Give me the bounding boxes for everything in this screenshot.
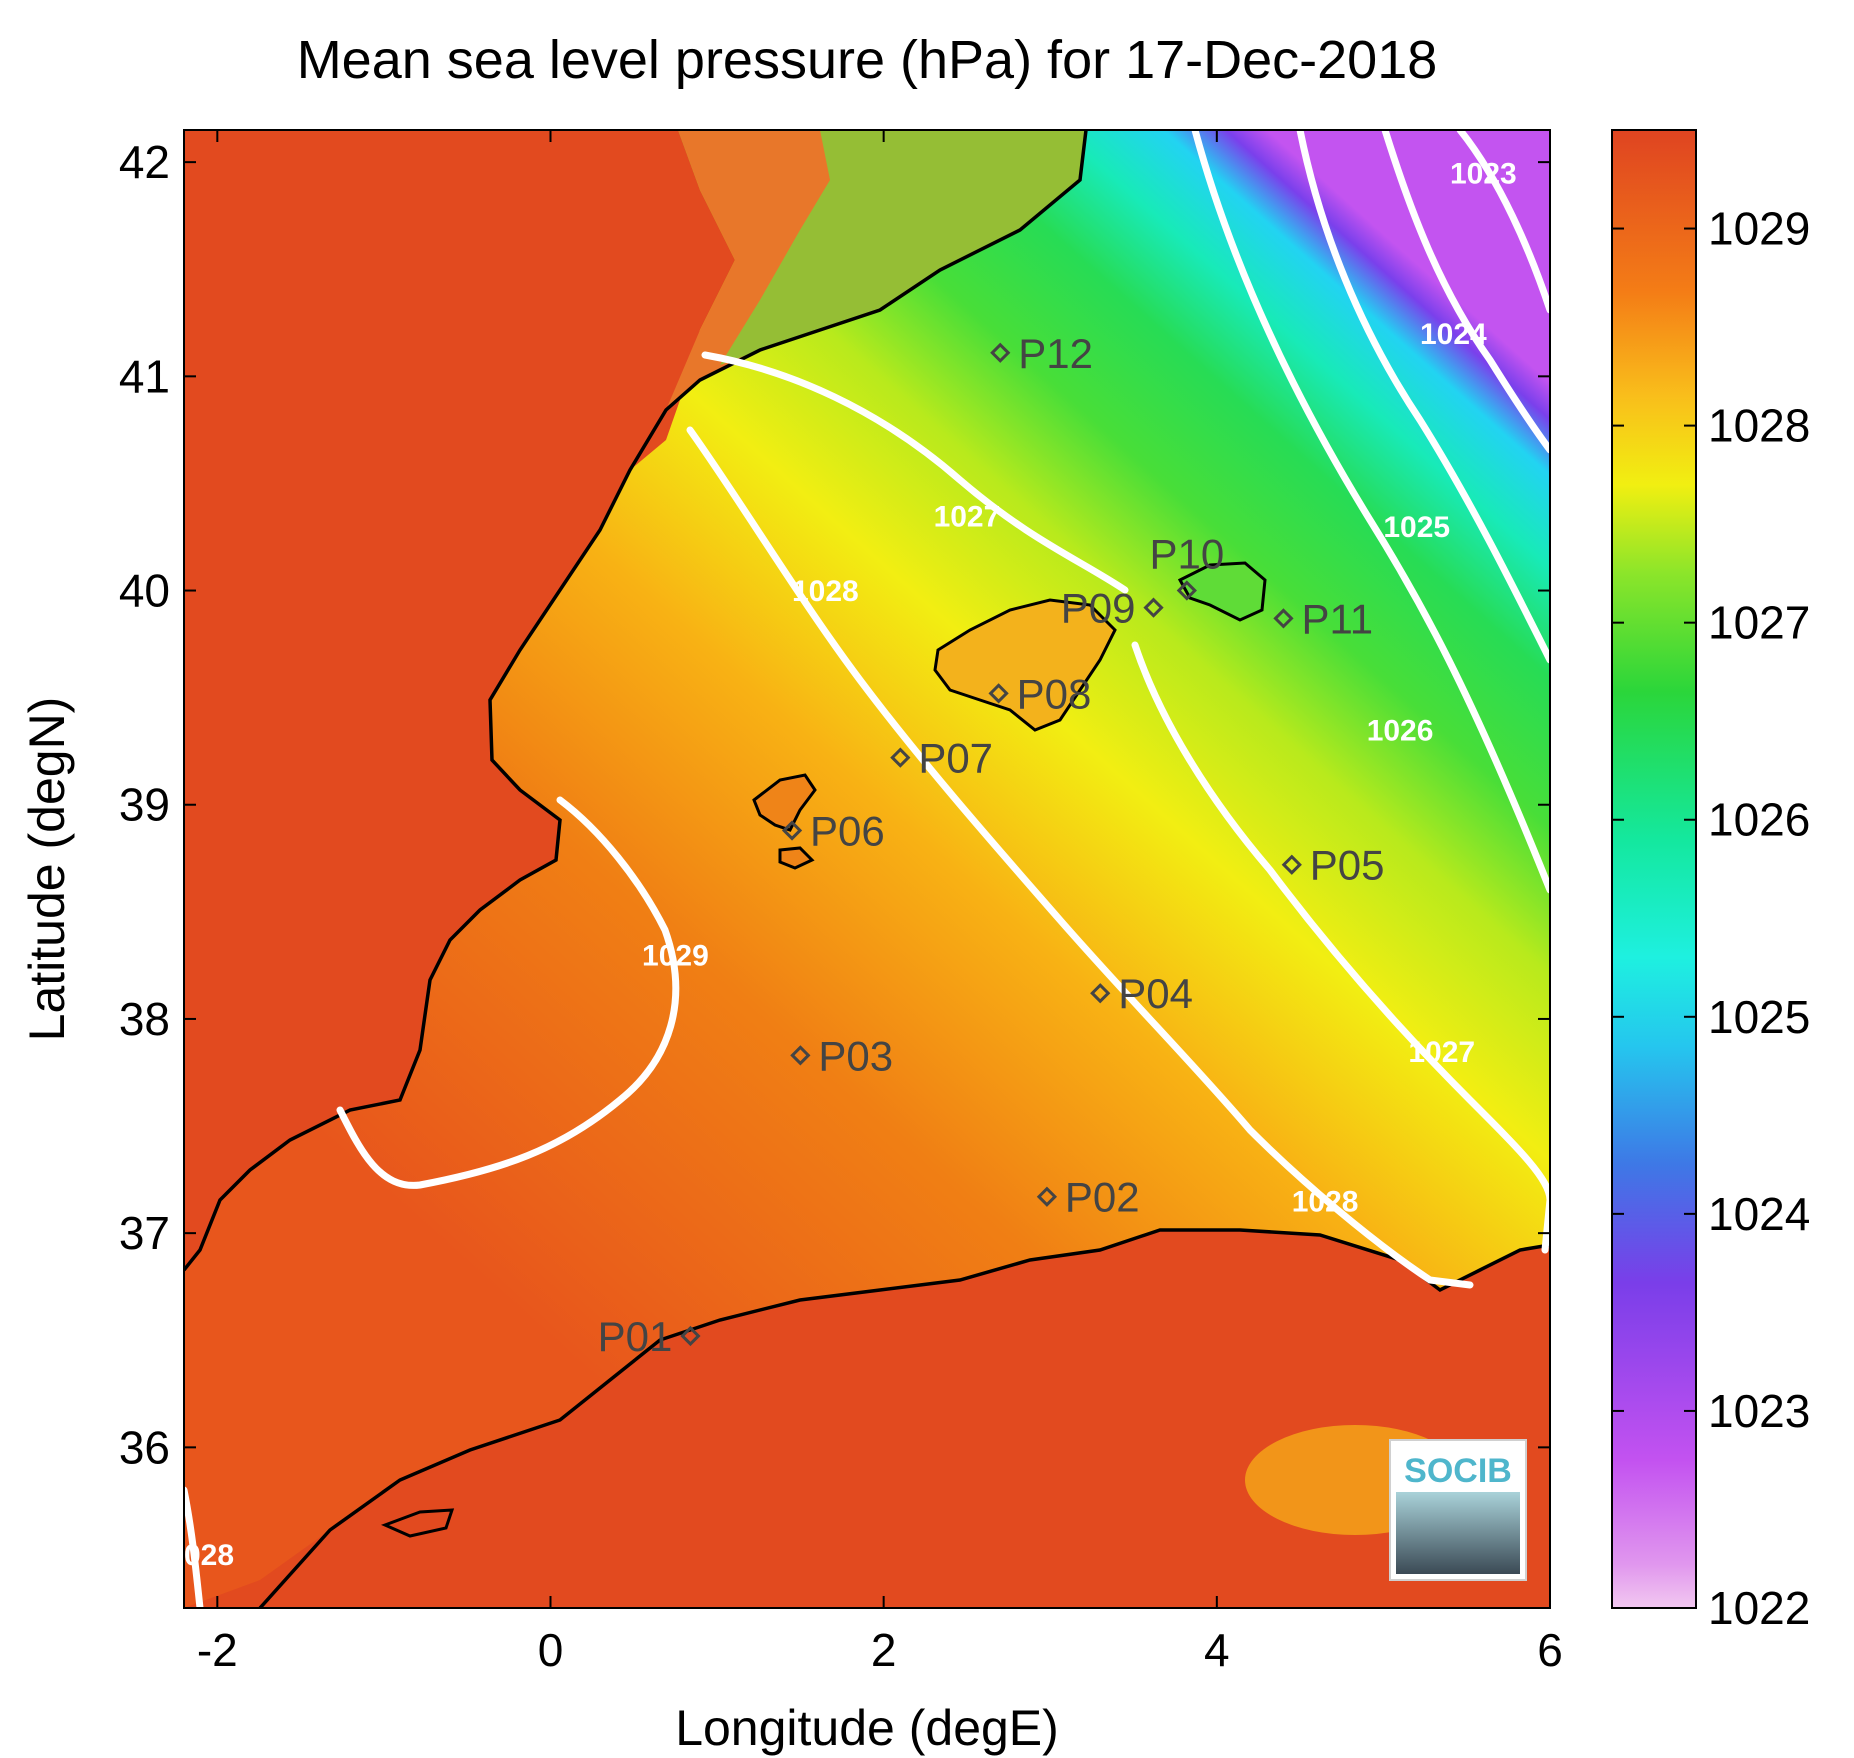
station-label: P01 bbox=[598, 1313, 673, 1360]
station-p10[interactable]: P10 bbox=[1149, 531, 1224, 601]
station-p03[interactable]: P03 bbox=[790, 1032, 893, 1079]
contour-label: 1027 bbox=[934, 500, 1001, 533]
y-tick-label: 40 bbox=[119, 565, 170, 617]
isobar-contours bbox=[184, 130, 1550, 1608]
station-p07[interactable]: P07 bbox=[890, 735, 993, 782]
colorbar-ticks: 1022 1023 1024 1025 1026 1027 1028 1029 bbox=[1612, 203, 1810, 1634]
station-label: P04 bbox=[1118, 970, 1193, 1017]
station-label: P11 bbox=[1301, 595, 1373, 642]
contour-label: 1025 bbox=[1383, 511, 1450, 544]
island-formentera bbox=[778, 846, 815, 870]
isobar-1025 bbox=[1296, 130, 1550, 664]
station-marker-icon bbox=[790, 1045, 811, 1066]
x-tick-label: 0 bbox=[538, 1624, 564, 1676]
colorbar-tick-label: 1023 bbox=[1708, 1385, 1810, 1437]
station-marker-icon bbox=[890, 747, 911, 768]
contour-label: 1024 bbox=[1420, 318, 1487, 351]
isobar-1027-north bbox=[701, 351, 1129, 594]
station-p01[interactable]: P01 bbox=[598, 1313, 701, 1360]
x-tick-label: 2 bbox=[871, 1624, 897, 1676]
station-marker-icon bbox=[1143, 597, 1164, 618]
station-label: P02 bbox=[1065, 1174, 1140, 1221]
station-label: P07 bbox=[918, 735, 993, 782]
station-marker-icon bbox=[1090, 983, 1111, 1004]
y-axis-ticks: 36 37 38 39 40 41 42 bbox=[119, 136, 1550, 1473]
colorbar-tick-label: 1028 bbox=[1708, 400, 1810, 452]
island-ibiza bbox=[752, 773, 817, 832]
y-tick-label: 39 bbox=[119, 779, 170, 831]
isobar-1029 bbox=[336, 796, 680, 1189]
contour-label-layer: 1023 1024 1025 1026 1027 1027 1028 1028 1029 1028 bbox=[167, 158, 1517, 1573]
x-tick-label: 4 bbox=[1204, 1624, 1230, 1676]
x-axis-label: Longitude (degE) bbox=[675, 1700, 1059, 1756]
station-marker-icon bbox=[1273, 608, 1294, 629]
contour-label: 1023 bbox=[1450, 158, 1517, 191]
island-mallorca bbox=[933, 598, 1117, 732]
colorbar-tick-label: 1025 bbox=[1708, 991, 1810, 1043]
station-marker-icon bbox=[1176, 580, 1197, 601]
station-label: P12 bbox=[1018, 330, 1093, 377]
station-marker-icon bbox=[1281, 854, 1302, 875]
station-label: P06 bbox=[810, 807, 885, 854]
station-p12[interactable]: P12 bbox=[990, 330, 1093, 377]
y-tick-label: 37 bbox=[119, 1207, 170, 1259]
station-p05[interactable]: P05 bbox=[1281, 842, 1385, 889]
station-p09[interactable]: P09 bbox=[1061, 585, 1164, 632]
y-tick-label: 38 bbox=[119, 993, 170, 1045]
station-p11[interactable]: P11 bbox=[1273, 595, 1373, 642]
station-marker-icon bbox=[990, 342, 1011, 363]
contour-label: 1026 bbox=[1367, 714, 1434, 747]
contour-label: 1027 bbox=[1408, 1036, 1475, 1069]
station-p06[interactable]: P06 bbox=[781, 807, 885, 854]
map-frame bbox=[183, 129, 1551, 1609]
socib-logo: SOCIB bbox=[1389, 1439, 1527, 1581]
station-marker-icon bbox=[781, 820, 803, 841]
station-label: P05 bbox=[1310, 842, 1385, 889]
island-alboran bbox=[381, 1508, 455, 1538]
colorbar-tick-label: 1022 bbox=[1708, 1582, 1810, 1634]
station-layer: P01 P02 P03 P04 P05 P06 P07 P08 P09 P10 P11 P12 bbox=[598, 330, 1385, 1360]
station-marker-icon bbox=[988, 683, 1009, 704]
isobar-1026 bbox=[1191, 130, 1550, 894]
isobar-1027-south bbox=[1131, 641, 1550, 1254]
colorbar-tick-label: 1024 bbox=[1708, 1188, 1810, 1240]
station-label: P03 bbox=[818, 1032, 893, 1079]
isobar-1023 bbox=[1456, 130, 1550, 314]
contour-label: 1028 bbox=[1292, 1186, 1359, 1219]
y-axis-label: Latitude (degN) bbox=[19, 697, 75, 1042]
y-tick-label: 41 bbox=[119, 350, 170, 402]
station-p02[interactable]: P02 bbox=[1036, 1174, 1140, 1221]
colorbar-tick-label: 1029 bbox=[1708, 203, 1810, 255]
isobar-1028 bbox=[686, 426, 1474, 1289]
station-label: P09 bbox=[1061, 585, 1136, 632]
colorbar bbox=[1611, 129, 1697, 1609]
y-tick-label: 42 bbox=[119, 136, 170, 188]
contour-label: 1029 bbox=[642, 939, 709, 972]
station-label: P10 bbox=[1149, 531, 1224, 578]
x-tick-label: 6 bbox=[1537, 1624, 1563, 1676]
land-north-africa bbox=[184, 1230, 1550, 1608]
contour-label: 1028 bbox=[792, 575, 859, 608]
station-marker-icon bbox=[1036, 1186, 1058, 1207]
station-p04[interactable]: P04 bbox=[1090, 970, 1193, 1017]
socib-logo-text: SOCIB bbox=[1404, 1452, 1512, 1490]
isobar-1028-southwest bbox=[184, 1486, 204, 1608]
map-plot-area: 1023 1024 1025 1026 1027 1027 1028 1028 1029 1028… bbox=[167, 130, 1550, 1608]
colorbar-tick-label: 1026 bbox=[1708, 794, 1810, 846]
map-title: Mean sea level pressure (hPa) for 17-Dec… bbox=[297, 30, 1438, 90]
island-menorca bbox=[1177, 561, 1267, 622]
contour-label: 1028 bbox=[167, 1539, 234, 1572]
x-tick-label: -2 bbox=[197, 1624, 238, 1676]
land-northeast-green bbox=[720, 130, 1086, 365]
isobar-1024 bbox=[1381, 130, 1550, 454]
y-tick-label: 36 bbox=[119, 1421, 170, 1473]
station-label: P08 bbox=[1017, 670, 1092, 717]
colorbar-tick-label: 1027 bbox=[1708, 597, 1810, 649]
land-iberia bbox=[184, 130, 735, 1270]
x-axis-ticks: -2 0 2 4 6 bbox=[197, 130, 1563, 1676]
station-p08[interactable]: P08 bbox=[988, 670, 1092, 717]
station-marker-icon bbox=[680, 1325, 701, 1347]
socib-logo-wave bbox=[1396, 1492, 1520, 1574]
